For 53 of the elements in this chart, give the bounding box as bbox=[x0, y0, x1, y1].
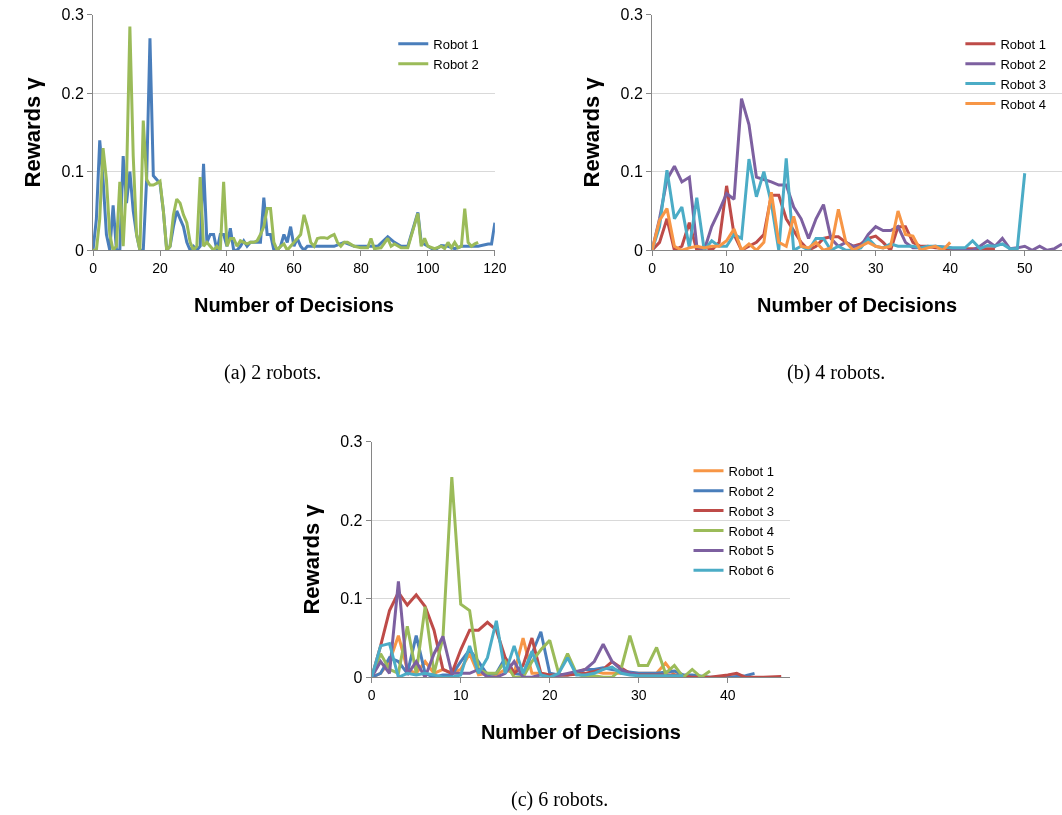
x-tick-label: 20 bbox=[541, 687, 558, 704]
y-tick-label: 0.2 bbox=[61, 84, 84, 102]
x-tick-label: 40 bbox=[219, 260, 235, 277]
y-tick-label: 0.3 bbox=[340, 433, 363, 451]
legend-label: Robot 1 bbox=[728, 463, 775, 479]
x-tick-label: 100 bbox=[416, 260, 440, 277]
text: (a) 2 robots. bbox=[224, 361, 322, 384]
x-tick-label: 20 bbox=[152, 260, 169, 277]
legend-label: Robot 2 bbox=[1000, 56, 1046, 72]
y-axis-title: Rewards γ bbox=[579, 76, 605, 188]
x-tick-label: 30 bbox=[630, 687, 647, 704]
y-tick-label: 0.1 bbox=[340, 590, 363, 608]
x-tick-label: 40 bbox=[942, 260, 959, 277]
y-axis-title: Rewards γ bbox=[299, 503, 325, 615]
legend-label: Robot 1 bbox=[1000, 36, 1046, 52]
x-tick-label: 0 bbox=[648, 260, 657, 277]
x-tick-label: 120 bbox=[483, 260, 507, 277]
legend-label: Robot 4 bbox=[728, 523, 775, 539]
x-tick-label: 0 bbox=[89, 260, 98, 277]
text: (b) 4 robots. bbox=[787, 361, 886, 384]
line-series bbox=[371, 619, 685, 678]
x-axis-title: Number of Decisions bbox=[480, 720, 681, 743]
line-series bbox=[652, 190, 952, 251]
legend-label: Robot 4 bbox=[1000, 96, 1046, 112]
y-tick-label: 0 bbox=[633, 241, 643, 259]
y-tick-label: 0.3 bbox=[620, 6, 643, 24]
y-tick-label: 0.3 bbox=[61, 6, 84, 24]
legend-label: Robot 2 bbox=[728, 483, 775, 499]
text: (c) 6 robots. bbox=[511, 788, 609, 811]
y-tick-label: 0.1 bbox=[61, 163, 84, 181]
x-tick-label: 60 bbox=[286, 260, 302, 277]
x-axis-title: Number of Decisions bbox=[757, 293, 958, 316]
x-tick-label: 10 bbox=[452, 687, 469, 704]
x-tick-label: 30 bbox=[867, 260, 884, 277]
legend-label: Robot 2 bbox=[433, 56, 479, 72]
legend-label: Robot 3 bbox=[1000, 76, 1046, 92]
y-axis-title: Rewards γ bbox=[20, 76, 46, 188]
x-tick-label: 50 bbox=[1016, 260, 1033, 277]
x-tick-label: 80 bbox=[353, 260, 369, 277]
x-axis-title: Number of Decisions bbox=[193, 293, 394, 316]
x-tick-label: 0 bbox=[367, 687, 376, 704]
legend-label: Robot 3 bbox=[728, 503, 775, 519]
x-tick-label: 10 bbox=[718, 260, 735, 277]
y-tick-label: 0.2 bbox=[340, 511, 363, 529]
y-tick-label: 0 bbox=[74, 241, 84, 259]
legend-label: Robot 6 bbox=[728, 563, 775, 579]
legend-label: Robot 5 bbox=[728, 543, 775, 559]
x-tick-label: 40 bbox=[720, 687, 736, 704]
y-tick-label: 0 bbox=[353, 668, 363, 686]
x-tick-label: 20 bbox=[793, 260, 810, 277]
legend-label: Robot 1 bbox=[433, 36, 479, 52]
y-tick-label: 0.2 bbox=[620, 84, 643, 102]
y-tick-label: 0.1 bbox=[620, 163, 643, 181]
